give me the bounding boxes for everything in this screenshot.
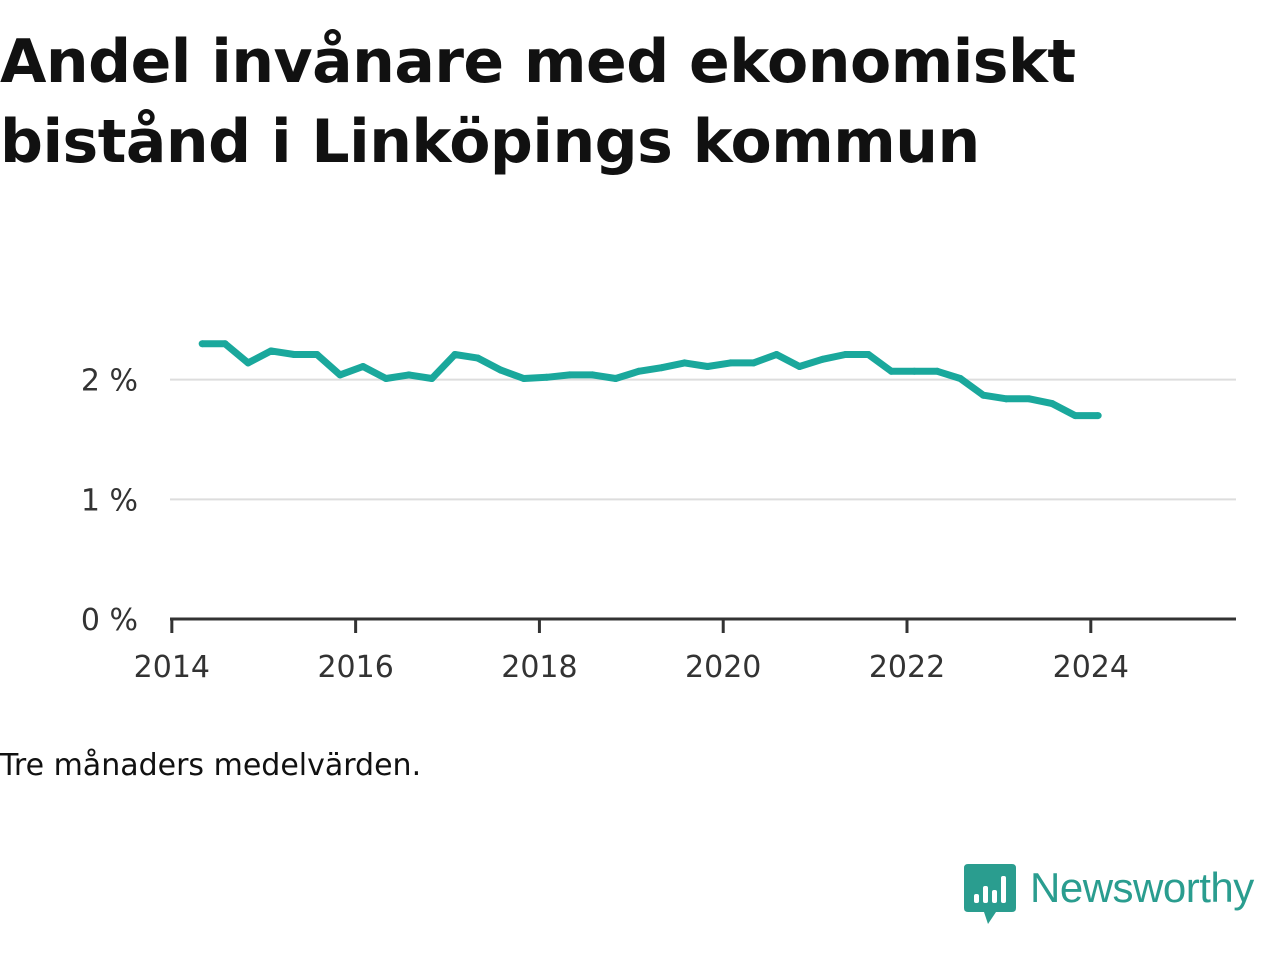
data-point bbox=[497, 366, 505, 374]
x-tick-label: 2024 bbox=[1053, 650, 1129, 685]
data-point bbox=[864, 351, 872, 359]
data-point bbox=[750, 359, 758, 367]
data-point bbox=[405, 371, 413, 379]
data-point bbox=[1048, 400, 1056, 408]
data-point bbox=[956, 374, 964, 382]
y-axis-ticks: 0 % 1 % 2 % bbox=[81, 364, 138, 638]
data-point bbox=[543, 373, 551, 381]
data-point bbox=[1094, 412, 1102, 420]
data-point bbox=[451, 351, 459, 359]
newsworthy-brand: Newsworthy bbox=[964, 864, 1274, 928]
data-point bbox=[635, 367, 643, 375]
y-tick-label: 0 % bbox=[81, 603, 138, 638]
data-point bbox=[841, 351, 849, 359]
data-point bbox=[290, 351, 298, 359]
data-point bbox=[773, 351, 781, 359]
data-point bbox=[612, 374, 620, 382]
data-point bbox=[428, 374, 436, 382]
data-point bbox=[681, 359, 689, 367]
data-point bbox=[979, 391, 987, 399]
data-point bbox=[704, 363, 712, 371]
data-point bbox=[221, 340, 229, 348]
data-point bbox=[520, 374, 528, 382]
data-point bbox=[1071, 412, 1079, 420]
data-point bbox=[933, 367, 941, 375]
data-point bbox=[658, 364, 666, 372]
data-point bbox=[382, 374, 390, 382]
data-point bbox=[198, 340, 206, 348]
chart-caption: Tre månaders medelvärden. bbox=[0, 748, 422, 783]
data-point bbox=[336, 371, 344, 379]
data-point bbox=[910, 367, 918, 375]
x-tick-label: 2014 bbox=[134, 650, 210, 685]
x-axis-ticks: 2014 2016 2018 2020 2022 2024 bbox=[134, 619, 1129, 685]
data-point bbox=[1002, 395, 1010, 403]
data-point bbox=[887, 367, 895, 375]
data-series bbox=[198, 340, 1102, 420]
data-point bbox=[267, 347, 275, 355]
data-point bbox=[589, 371, 597, 379]
gridlines bbox=[170, 378, 1236, 501]
series-line bbox=[202, 340, 1099, 420]
newsworthy-logo-icon bbox=[964, 864, 1016, 924]
data-point bbox=[313, 351, 321, 359]
x-tick-label: 2020 bbox=[685, 650, 761, 685]
data-point bbox=[1025, 395, 1033, 403]
brand-name: Newsworthy bbox=[1030, 864, 1254, 911]
y-tick-label: 1 % bbox=[81, 483, 138, 518]
data-point bbox=[795, 363, 803, 371]
data-point bbox=[244, 359, 252, 367]
chart-title: Andel invånare med ekonomiskt bistånd i … bbox=[0, 27, 1076, 177]
x-tick-label: 2022 bbox=[869, 650, 945, 685]
data-point bbox=[474, 354, 482, 362]
data-point bbox=[566, 371, 574, 379]
x-tick-label: 2018 bbox=[501, 650, 577, 685]
y-tick-label: 2 % bbox=[81, 364, 138, 399]
x-tick-label: 2016 bbox=[317, 650, 393, 685]
data-point bbox=[359, 363, 367, 371]
data-point bbox=[818, 355, 826, 363]
data-point bbox=[727, 359, 735, 367]
